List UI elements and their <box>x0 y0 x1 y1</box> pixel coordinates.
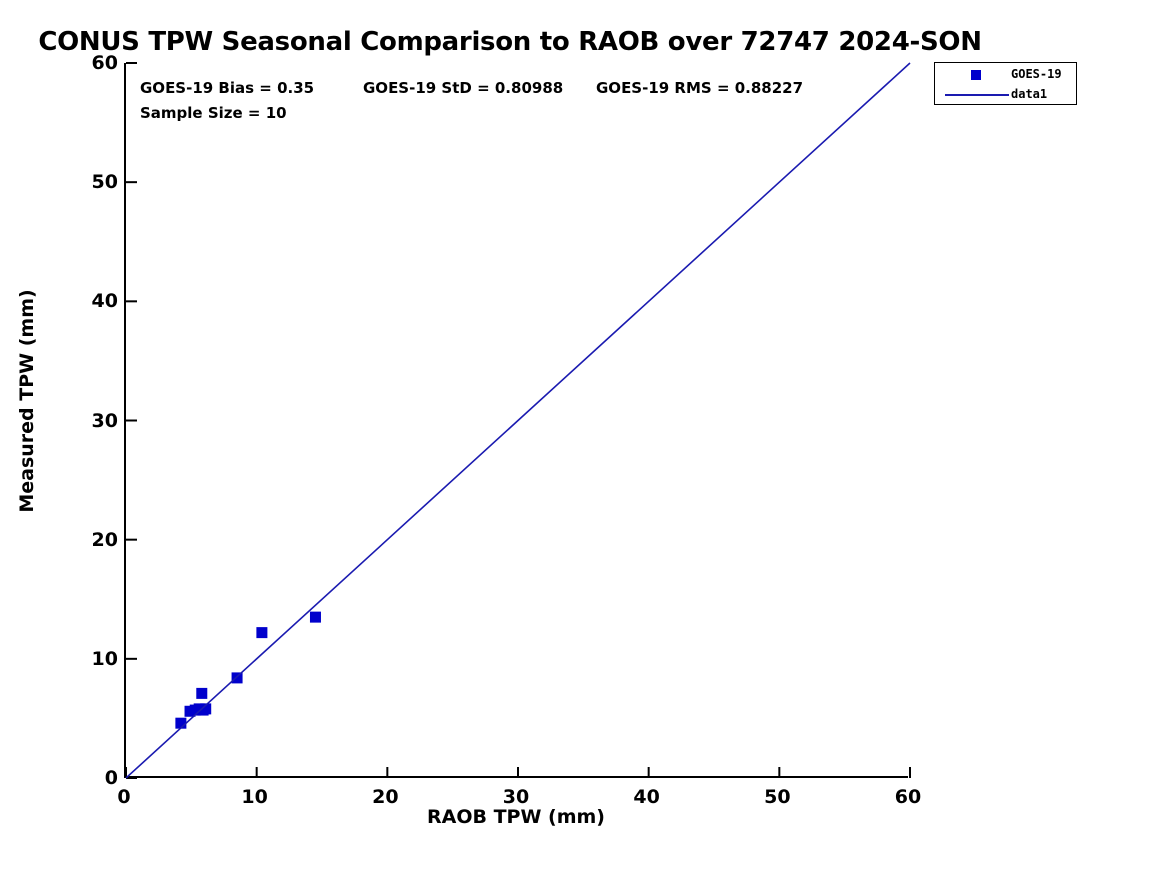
x-tick-label: 0 <box>117 786 131 808</box>
page-title: CONUS TPW Seasonal Comparison to RAOB ov… <box>38 27 982 57</box>
y-tick-label: 0 <box>104 767 118 789</box>
y-tick-label: 10 <box>91 647 118 670</box>
x-tick-label: 30 <box>502 786 530 808</box>
legend: GOES-19 data1 <box>934 62 1077 105</box>
y-tick-label: 40 <box>91 290 118 313</box>
annotation-bias: GOES-19 Bias = 0.35 <box>140 79 315 97</box>
annotation-sample-size: Sample Size = 10 <box>140 104 287 122</box>
y-tick-label: 60 <box>91 52 118 74</box>
scatter-point <box>256 627 268 639</box>
x-tick-label: 60 <box>894 786 922 808</box>
plot-canvas <box>125 62 911 779</box>
x-axis-tick-labels: 0 10 20 30 40 50 60 <box>117 786 921 812</box>
y-tick-label: 20 <box>91 528 118 551</box>
legend-marker-square-icon <box>939 64 1011 85</box>
x-tick-label: 50 <box>764 786 791 808</box>
scatter-point <box>175 717 187 729</box>
legend-item-data1: data1 <box>935 84 1078 105</box>
annotation-std: GOES-19 StD = 0.80988 <box>363 79 564 97</box>
legend-label-data1: data1 <box>1011 87 1048 101</box>
scatter-point <box>200 703 212 715</box>
y-tick-label: 50 <box>91 171 118 194</box>
y-axis-title: Measured TPW (mm) <box>16 289 38 513</box>
annotation-rms: GOES-19 RMS = 0.88227 <box>596 79 804 97</box>
scatter-point <box>231 672 243 684</box>
y-axis-tick-labels: 0 10 20 30 40 50 60 <box>62 52 118 789</box>
x-tick-label: 20 <box>372 786 399 808</box>
one-to-one-line <box>125 62 911 779</box>
x-axis-title: RAOB TPW (mm) <box>426 806 605 828</box>
plot-area <box>124 62 911 779</box>
legend-label-goes-19: GOES-19 <box>1011 67 1062 81</box>
x-tick-label: 40 <box>633 786 660 808</box>
legend-line-icon <box>939 84 1011 105</box>
legend-item-goes-19: GOES-19 <box>935 64 1078 85</box>
y-tick-label: 30 <box>91 409 118 432</box>
scatter-point <box>309 611 321 623</box>
scatter-series-goes-19 <box>175 611 321 729</box>
x-tick-label: 10 <box>241 786 268 808</box>
scatter-point <box>196 687 208 699</box>
